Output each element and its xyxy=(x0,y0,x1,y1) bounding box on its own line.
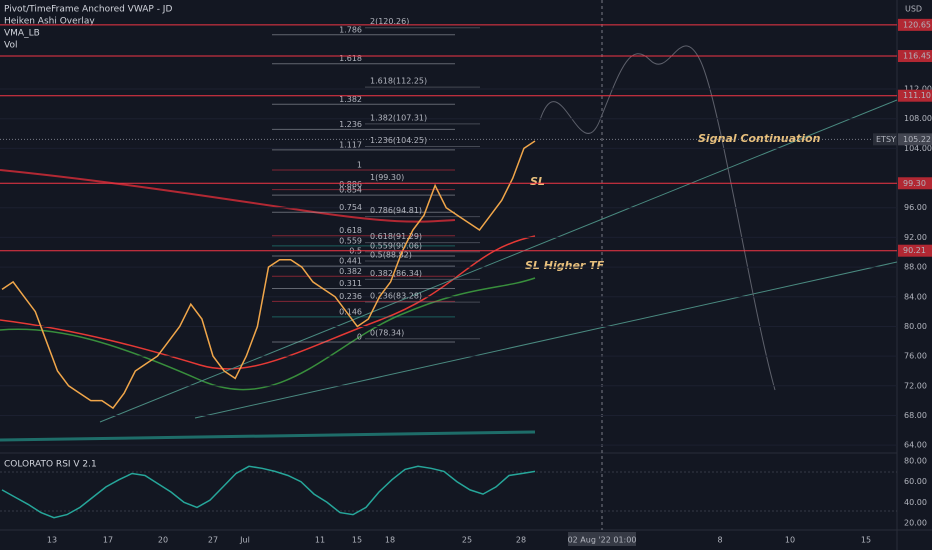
fib-price-label: 0.236(83.28) xyxy=(370,292,422,301)
fib-ratio-label: 0.618 xyxy=(339,226,362,235)
price-tick-label: 104.00 xyxy=(904,144,932,153)
fib-price-label: 1(99.30) xyxy=(370,173,404,182)
fib-price-label: 0.786(94.81) xyxy=(370,206,422,215)
fib-ratio-label: 0.559 xyxy=(339,236,362,245)
time-label: 18 xyxy=(385,536,395,545)
fib-ratio-label: 0.236 xyxy=(339,292,362,301)
price-tick-label: 68.00 xyxy=(904,411,927,420)
vwap-line xyxy=(0,169,456,223)
time-label: 11 xyxy=(315,536,325,545)
indicator-legend: Vol xyxy=(4,41,17,51)
fib-price-label: 0.559(90.06) xyxy=(370,241,422,250)
last-price-tag xyxy=(898,133,932,146)
price-tick-label: 112.00 xyxy=(904,85,932,94)
fib-ratio-label: 0.886 xyxy=(339,180,362,189)
price-tick-label: 80.00 xyxy=(904,322,927,331)
indicator-legend: Heiken Ashi Overlay xyxy=(4,17,95,27)
symbol-tag xyxy=(873,133,897,146)
anchored-vwap xyxy=(0,235,536,370)
time-label: 20 xyxy=(158,536,168,545)
indicator-legend: VMA_LB xyxy=(4,29,40,39)
fib-ratio-label: 0.311 xyxy=(339,279,362,288)
level-tag xyxy=(898,50,932,63)
annotation: SL xyxy=(530,175,545,188)
fib-price-label: 0.382(86.34) xyxy=(370,269,422,278)
time-label: 25 xyxy=(462,536,472,545)
fib-price-label: 1.382(107.31) xyxy=(370,113,427,122)
price-tick-label: 72.00 xyxy=(904,381,927,390)
rsi-tick-label: 80.00 xyxy=(904,457,927,466)
fib-ratio-label: 1.786 xyxy=(339,25,362,34)
rsi-tick-label: 60.00 xyxy=(904,477,927,486)
fib-ratio-label: 0.146 xyxy=(339,307,362,316)
projection-drawing xyxy=(539,45,776,391)
fib-ratio-label: 0 xyxy=(357,333,362,342)
fib-ratio-label: 0.441 xyxy=(339,257,362,266)
price-tick-label: 108.00 xyxy=(904,114,932,123)
time-label: Jul xyxy=(239,536,250,545)
time-label: 27 xyxy=(208,536,218,545)
fib-ratio-label: 1.382 xyxy=(339,95,362,104)
level-label: 116.45 xyxy=(903,52,931,61)
fib-ratio-label: 1.236 xyxy=(339,120,362,129)
fib-price-label: 0(78.34) xyxy=(370,328,404,337)
fib-price-label: 0.5(88.82) xyxy=(370,251,412,260)
time-label: 17 xyxy=(103,536,113,545)
annotation: SL Higher TF xyxy=(525,259,605,272)
fib-ratio-label: 0.754 xyxy=(339,203,362,212)
level-tag xyxy=(898,244,932,257)
fib-price-label: 1.236(104.25) xyxy=(370,136,427,145)
level-tag xyxy=(898,18,932,31)
fib-ratio-label: 1.618 xyxy=(339,54,362,63)
price-tick-label: 88.00 xyxy=(904,263,927,272)
price-tick-label: 96.00 xyxy=(904,203,927,212)
fib-ratio-label: 1.117 xyxy=(339,140,362,149)
crosshair-tag xyxy=(568,532,636,546)
level-tag xyxy=(898,177,932,190)
rsi-tick-label: 40.00 xyxy=(904,498,927,507)
fib-ratio-label: 0.382 xyxy=(339,267,362,276)
time-label: 15 xyxy=(352,536,362,545)
currency: USD xyxy=(905,5,922,14)
price-tick-label: 92.00 xyxy=(904,233,927,242)
time-label: 15 xyxy=(861,536,871,545)
time-label: 28 xyxy=(516,536,526,545)
time-label: 10 xyxy=(785,536,795,545)
time-label: 13 xyxy=(47,536,57,545)
trendline xyxy=(99,99,898,423)
level-label: 120.65 xyxy=(903,20,931,29)
crosshair-label: 02 Aug '22 01:00 xyxy=(568,536,637,545)
annotation: Signal Continuation xyxy=(698,132,821,145)
rsi-title: COLORATO RSI V 2.1 xyxy=(4,460,97,470)
symbol-label: ETSY xyxy=(876,135,896,144)
price-line xyxy=(1,140,536,410)
rsi-line xyxy=(1,465,536,519)
level-label: 99.30 xyxy=(903,179,926,188)
level-tag xyxy=(898,89,932,102)
price-tick-label: 76.00 xyxy=(904,352,927,361)
fib-price-label: 0.618(91.29) xyxy=(370,232,422,241)
level-label: 90.21 xyxy=(903,246,926,255)
fib-ratio-label: 0.854 xyxy=(339,186,362,195)
fib-price-label: 2(120.26) xyxy=(370,17,409,26)
trendline xyxy=(194,261,898,419)
time-label: 8 xyxy=(717,536,722,545)
last-price-label: 105.22 xyxy=(903,135,931,144)
level-label: 111.10 xyxy=(903,91,931,100)
anchored-vwap-green xyxy=(0,277,536,391)
price-tick-label: 84.00 xyxy=(904,292,927,301)
rsi-tick-label: 20.00 xyxy=(904,518,927,527)
fib-ratio-label: 1 xyxy=(357,161,362,170)
volume-ma xyxy=(0,430,536,442)
fib-price-label: 1.618(112.25) xyxy=(370,77,427,86)
price-tick-label: 64.00 xyxy=(904,441,927,450)
indicator-legend: Pivot/TimeFrame Anchored VWAP - JD xyxy=(4,5,172,15)
